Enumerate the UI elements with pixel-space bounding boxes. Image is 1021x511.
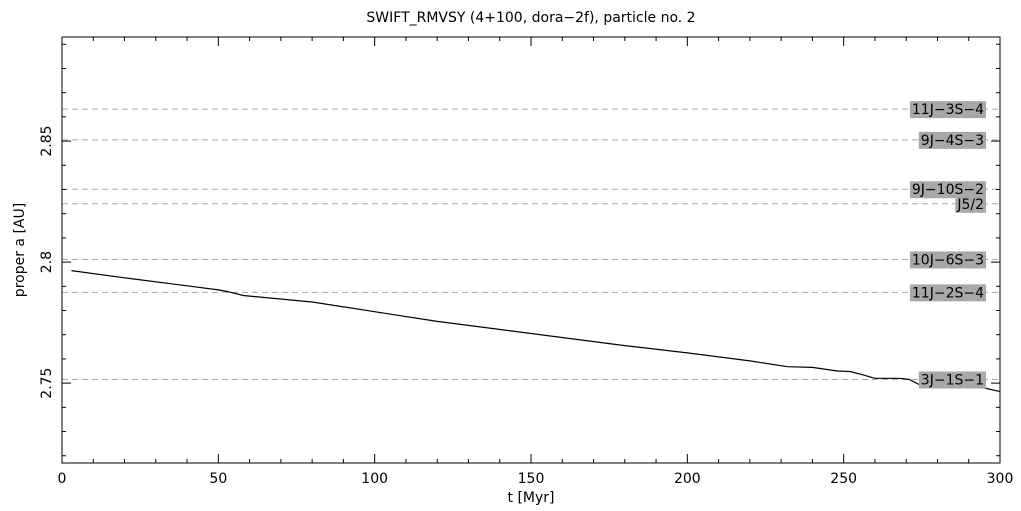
resonance-label-text: 11J−2S−4	[912, 285, 984, 301]
resonance-label-text: 9J−10S−2	[912, 182, 984, 198]
resonance-label: 11J−3S−4	[909, 101, 986, 119]
resonance-label-bg	[909, 101, 986, 119]
resonance-label-text: 10J−6S−3	[912, 252, 984, 268]
x-tick-label: 100	[361, 471, 388, 487]
series-line	[71, 270, 1001, 393]
resonance-label-bg	[909, 181, 986, 199]
series-group	[71, 270, 1001, 393]
resonance-labels: 11J−3S−4 9J−4S−3 9J−10S−2J5/2 10J−6S−3 11J−2…	[909, 101, 986, 389]
resonance-label: 9J−4S−3	[918, 131, 986, 149]
x-tick-label: 150	[518, 471, 545, 487]
resonance-label-text: 11J−3S−4	[912, 102, 984, 118]
y-axis-label: proper a [AU]	[12, 203, 28, 297]
resonance-label: 10J−6S−3	[909, 251, 986, 269]
plot-frame	[61, 36, 1001, 464]
resonance-label: 3J−1S−1	[918, 371, 986, 389]
resonance-label-text: J5/2	[956, 197, 984, 213]
chart-title: SWIFT_RMVSY (4+100, dora−2f), particle n…	[366, 10, 695, 26]
resonance-label-text: 9J−4S−3	[921, 133, 984, 149]
resonance-label-text: 3J−1S−1	[921, 372, 984, 388]
y-tick-label: 2.75	[39, 368, 55, 399]
resonance-label-bg	[918, 371, 986, 389]
x-tick-label: 50	[209, 471, 227, 487]
x-tick-labels: 0 50 100 150 200 250 300	[58, 471, 1014, 487]
y-tick-label: 2.85	[39, 125, 55, 156]
axis-ticks	[61, 37, 1001, 463]
resonance-label-bg	[909, 284, 986, 302]
x-axis-label: t [Myr]	[508, 490, 555, 506]
y-tick-label: 2.8	[39, 251, 55, 273]
x-tick-label: 0	[58, 471, 67, 487]
resonance-lines	[62, 108, 1000, 380]
resonance-label: J5/2	[955, 195, 986, 213]
x-tick-label: 300	[987, 471, 1014, 487]
x-tick-label: 250	[830, 471, 857, 487]
resonance-label-bg	[909, 251, 986, 269]
x-tick-label: 200	[674, 471, 701, 487]
resonance-label: 11J−2S−4	[909, 284, 986, 302]
resonance-label-bg	[918, 131, 986, 149]
y-tick-labels: 2.75 2.8 2.85	[39, 125, 55, 398]
resonance-label: 9J−10S−2	[909, 181, 986, 199]
resonance-label-bg	[955, 195, 986, 213]
